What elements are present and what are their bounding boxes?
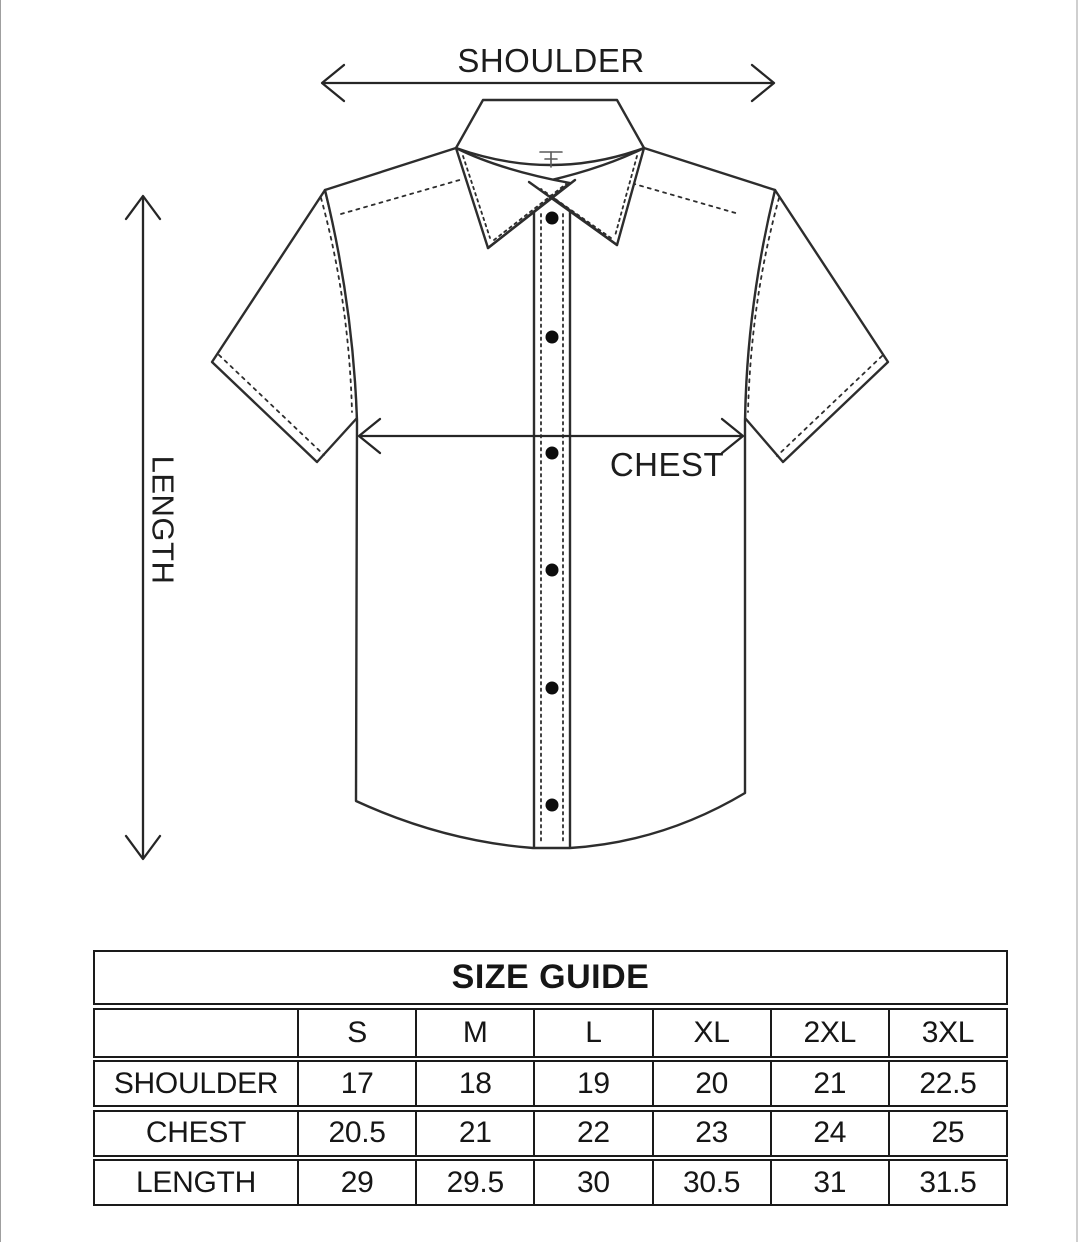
length-arrow <box>124 194 162 861</box>
size-value-cell: 31.5 <box>887 1161 1006 1204</box>
size-value-cell: 20.5 <box>297 1111 415 1155</box>
collar-stitch-left-inner <box>493 183 567 241</box>
chest-arrow <box>357 417 745 455</box>
left-cuff-stitch <box>218 354 325 456</box>
chest-label: CHEST <box>610 446 724 483</box>
collar-brand-mark <box>539 151 563 168</box>
size-value-cell: 30.5 <box>651 1161 770 1204</box>
size-value-cell: 31 <box>769 1161 888 1204</box>
collar-cross-line-left <box>486 178 577 250</box>
collar-stitch-left-outer <box>462 155 491 239</box>
image-edge-artifact-right <box>1076 0 1078 1242</box>
right-yoke-stitch <box>616 178 740 215</box>
button-dot <box>545 330 559 344</box>
size-value-cell: 23 <box>651 1111 770 1155</box>
size-col-header-xl: XL <box>651 1009 770 1056</box>
placket <box>532 205 572 849</box>
size-value-cell: 17 <box>297 1062 415 1105</box>
shirt-diagram: SHOULDER CHEST LENGTH <box>124 42 890 861</box>
size-value-cell: 22.5 <box>887 1062 1006 1105</box>
size-col-header-m: M <box>415 1009 533 1056</box>
size-row-label: CHEST <box>145 1116 247 1149</box>
collar-band <box>454 98 646 167</box>
size-guide-row-shoulder: SHOULDER 17 18 19 20 21 22.5 <box>93 1060 1008 1107</box>
size-header-empty-cell <box>95 1010 297 1056</box>
collar-stitch-right-inner <box>540 188 612 239</box>
collar-cross-line-right <box>527 180 619 247</box>
size-guide-row-chest: CHEST 20.5 21 22 23 24 25 <box>93 1109 1008 1157</box>
size-guide-title: SIZE GUIDE <box>451 958 650 996</box>
button-dot <box>545 563 559 577</box>
collar-stitch-right-outer <box>614 155 638 237</box>
size-value-cell: 29.5 <box>415 1161 533 1204</box>
collar-stitches <box>462 155 638 241</box>
size-guide-title-row: SIZE GUIDE <box>93 950 1008 1005</box>
size-col-header-2xl: 2XL <box>769 1009 888 1056</box>
size-col-header-l: L <box>533 1009 651 1056</box>
button-dot <box>545 798 559 812</box>
length-label: LENGTH <box>146 456 181 585</box>
buttons <box>545 211 559 812</box>
size-row-label: SHOULDER <box>113 1066 279 1100</box>
button-dot <box>545 681 559 695</box>
size-guide-row-length: LENGTH 29 29.5 30 30.5 31 31.5 <box>93 1159 1008 1206</box>
size-guide-table: SIZE GUIDE S M L XL 2XL 3XL SHOULDER 17 18 19 20 21 2… <box>93 950 1008 1209</box>
size-value-cell: 20 <box>651 1062 770 1105</box>
shirt-outline <box>210 98 890 850</box>
size-value-cell: 22 <box>533 1111 651 1155</box>
left-yoke-stitch <box>340 178 464 215</box>
size-value-cell: 19 <box>533 1062 651 1105</box>
size-col-header-s: S <box>297 1009 415 1056</box>
stitch-lines <box>218 178 883 457</box>
size-value-cell: 18 <box>415 1062 533 1105</box>
shoulder-arrow <box>320 63 776 103</box>
right-armhole-stitch <box>747 197 780 413</box>
size-value-cell: 24 <box>769 1111 888 1155</box>
size-value-cell: 21 <box>769 1062 888 1105</box>
shoulder-label: SHOULDER <box>457 42 644 79</box>
size-value-cell: 21 <box>415 1111 533 1155</box>
size-value-cell: 25 <box>887 1111 1006 1155</box>
collar <box>454 98 646 250</box>
size-value-cell: 29 <box>297 1161 415 1204</box>
measurement-arrows <box>124 63 776 861</box>
button-dot <box>545 211 559 225</box>
size-col-header-3xl: 3XL <box>887 1009 1006 1056</box>
shirt-body <box>323 136 777 850</box>
button-dot <box>545 446 559 460</box>
size-row-label: LENGTH <box>136 1165 256 1199</box>
size-value-cell: 30 <box>533 1161 651 1204</box>
size-guide-header-row: S M L XL 2XL 3XL <box>93 1007 1008 1058</box>
image-edge-artifact-left <box>0 0 1 1242</box>
right-cuff-stitch <box>776 355 883 457</box>
left-armhole-stitch <box>320 197 353 413</box>
